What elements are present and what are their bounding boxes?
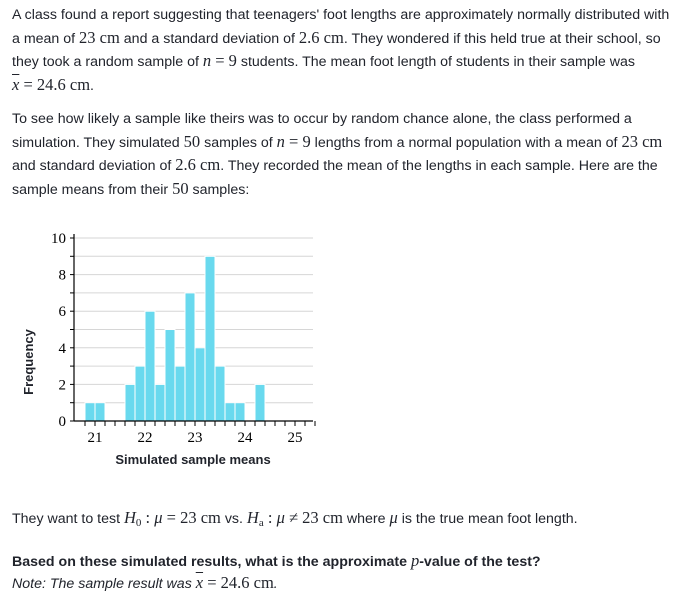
math: 2.6 cm [298,27,344,47]
math: = 23 cm [162,508,221,527]
math: : [263,508,277,527]
text: . They recorded the mean of the lengths … [12,158,658,198]
y-tick-label: 6 [59,304,67,320]
text: -value of the test? [419,554,541,570]
x-axis-label: Simulated sample means [115,452,270,467]
histogram-bar [194,347,206,422]
math: 50 [172,178,189,198]
histogram-bar [124,383,136,422]
y-axis-label: Frequency [21,328,36,395]
math: μ [154,508,163,527]
histogram-bar [234,402,246,422]
text: To see how likely a sample like theirs w… [12,111,632,151]
math-subscript: a [258,517,264,529]
histogram-bar [84,402,96,422]
text: is the true mean foot length. [397,511,578,527]
histogram-bar [254,383,266,422]
math: n [276,131,285,151]
simulation-paragraph: To see how likely a sample like theirs w… [12,109,676,201]
math: = 24.6 cm [203,573,274,592]
text: and standard deviation of [12,158,176,174]
math: 2.6 cm [175,155,221,174]
y-tick-label: 0 [59,414,67,430]
math-subscript: 0 [135,517,142,529]
histogram-bar [174,365,186,422]
x-tick-label: 25 [288,430,303,446]
math: 23 cm [621,131,663,151]
math: μ [389,508,398,527]
text: samples: [188,181,250,198]
math: 23 cm [79,27,120,47]
text: students. The mean foot length of studen… [236,54,635,70]
math: 50 [183,131,201,151]
x-tick-label: 21 [88,430,103,446]
histogram-bar [164,329,176,422]
math: n [202,51,212,70]
histogram-bar [214,365,226,422]
y-tick-label: 4 [59,341,67,357]
math-xbar: x [195,573,204,592]
math: = 9 [211,51,237,70]
math-xbar: x [12,74,20,94]
math: H [246,508,259,527]
math: : [141,508,155,527]
histogram-bar [154,383,166,422]
math: p [410,551,420,570]
text: Note: The sample result was [12,576,196,592]
math: = 24.6 cm [19,74,91,94]
histogram-bar [204,255,216,422]
text: lengths from a normal population with a … [310,134,622,151]
text: samples of [200,134,277,151]
note-text: Note: The sample result was x = 24.6 cm. [12,572,676,596]
hypothesis-text: They want to test H0 : μ = 23 cm vs. Ha … [12,507,676,535]
math: H [123,508,136,527]
y-tick-label: 8 [59,268,67,284]
text: . They wondered if this held true at the… [12,30,661,71]
math: μ [276,508,285,527]
y-tick-label: 10 [51,231,66,247]
text: and a standard deviation of [119,30,299,47]
histogram-bar [224,402,236,422]
text: . [273,576,278,592]
text: A class found a report suggesting that t… [12,7,670,47]
math: ≠ 23 cm [284,508,343,527]
text: . [90,77,94,94]
histogram-bar [184,292,196,422]
histogram: Frequency Simulated sample means 0246810… [21,231,316,467]
question-text: Based on these simulated results, what i… [12,550,676,574]
intro-paragraph: A class found a report suggesting that t… [12,5,676,97]
x-tick-label: 22 [138,430,153,446]
text: They want to test [12,511,124,527]
histogram-bar [134,365,146,422]
text: vs. [220,511,247,527]
y-tick-label: 2 [59,377,67,393]
histogram-bar [144,310,156,422]
text: where [342,511,390,527]
histogram-bar [94,402,106,422]
x-tick-label: 23 [188,430,203,446]
math: = 9 [284,131,311,151]
text: Based on these simulated results, what i… [12,554,411,570]
x-tick-label: 24 [238,430,254,446]
